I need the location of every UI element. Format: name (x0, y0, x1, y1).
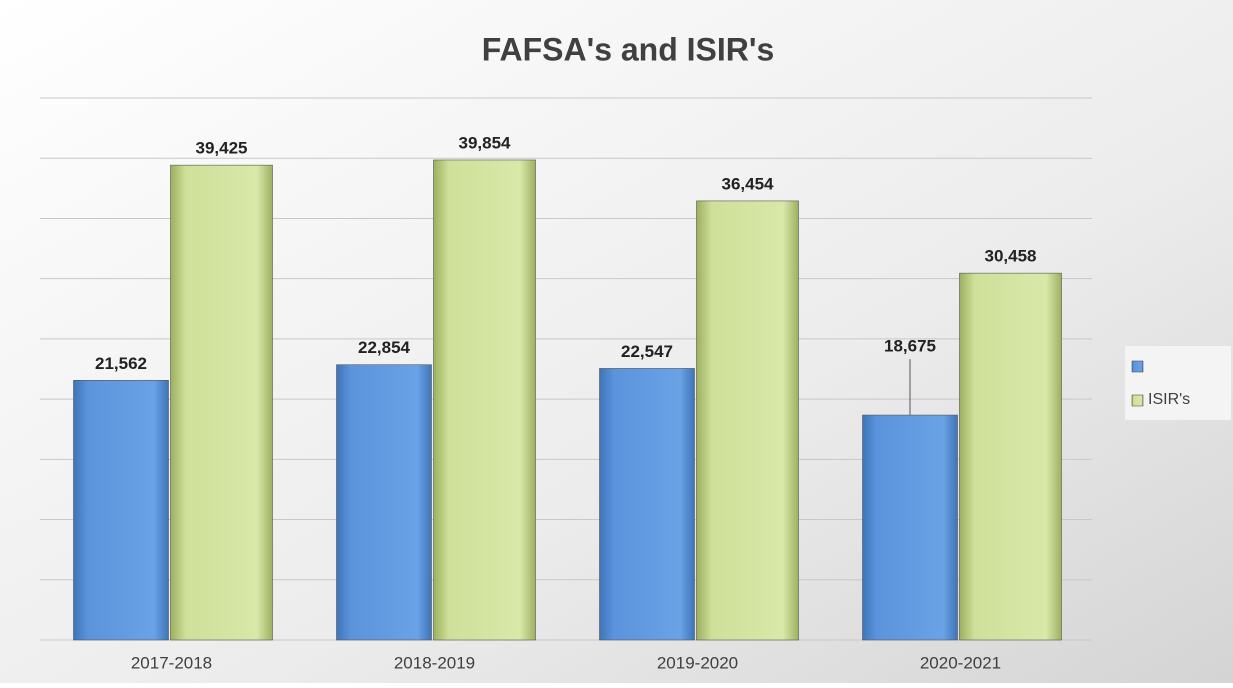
bar (862, 414, 958, 641)
legend-swatch (1131, 360, 1144, 373)
bar (696, 200, 799, 641)
bar (599, 368, 695, 641)
x-tick-label: 2017-2018 (131, 653, 212, 672)
data-label: 21,562 (95, 354, 147, 373)
data-label: 18,675 (884, 337, 936, 356)
x-tick-label: 2019-2020 (657, 653, 738, 672)
bar (433, 159, 536, 641)
data-label: 39,425 (196, 139, 248, 158)
data-label: 22,854 (358, 338, 411, 357)
chart-title: FAFSA's and ISIR's (482, 31, 775, 67)
data-label: 30,458 (985, 247, 1037, 266)
bar (170, 164, 273, 641)
legend-box (1125, 346, 1231, 420)
legend-label: ISIR's (1148, 391, 1190, 408)
data-label: 36,454 (722, 174, 775, 193)
bar (73, 379, 169, 641)
bar (336, 364, 432, 641)
legend-swatch (1131, 394, 1144, 407)
data-label: 22,547 (621, 342, 673, 361)
data-label: 39,854 (459, 133, 512, 152)
bar (959, 272, 1062, 641)
x-tick-label: 2020-2021 (920, 653, 1001, 672)
x-tick-label: 2018-2019 (394, 653, 475, 672)
